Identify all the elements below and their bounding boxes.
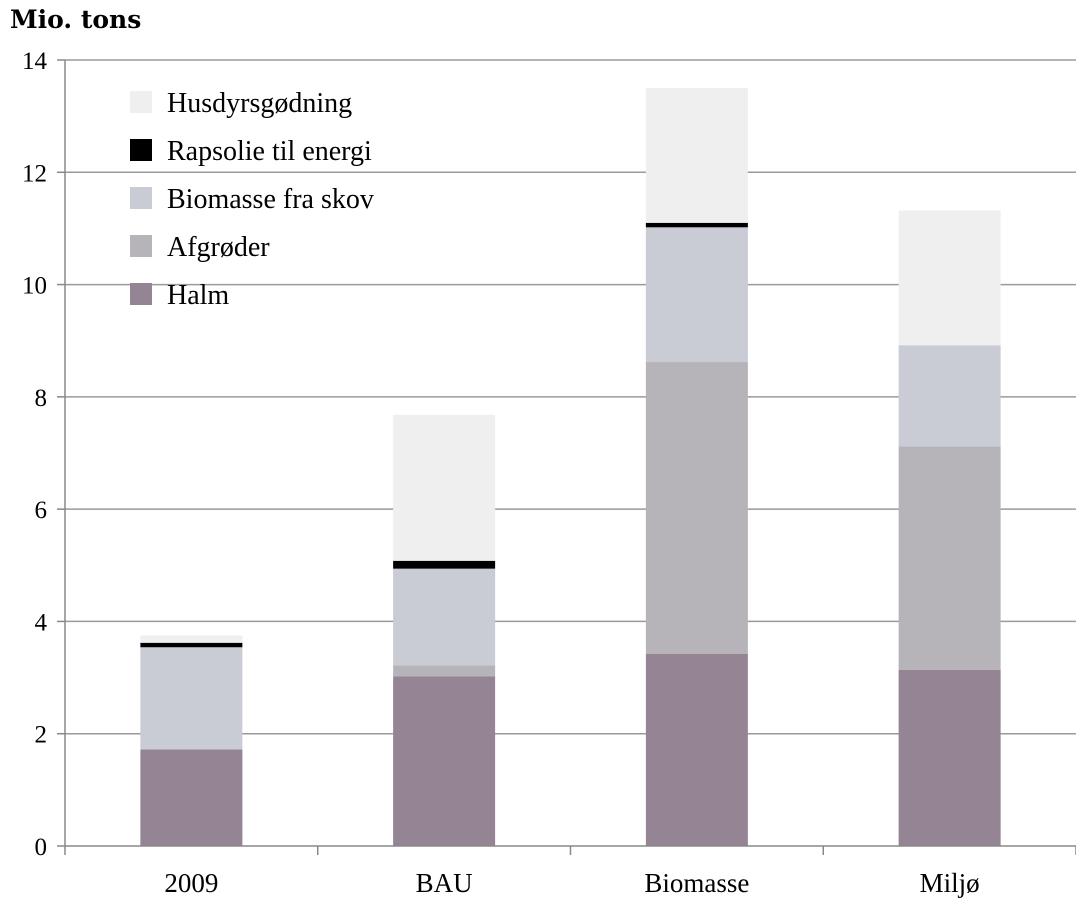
gridlines — [65, 59, 1076, 735]
x-category-label: Biomasse — [644, 868, 749, 898]
bar-segment-biomasse-fra-skov-1 — [393, 568, 496, 666]
x-category-label: 2009 — [164, 868, 218, 898]
bar-segment-husdyrsg-dning-3 — [898, 210, 1001, 346]
bar-segment-biomasse-fra-skov-2 — [645, 227, 748, 363]
legend-label: Halm — [167, 280, 229, 311]
bar-segment-afgr-der-2 — [645, 362, 748, 654]
bar-segment-biomasse-fra-skov-3 — [898, 345, 1001, 447]
bar-segment-husdyrsg-dning-1 — [393, 414, 496, 561]
y-tick-label: 12 — [22, 160, 47, 187]
legend-swatch — [130, 139, 152, 161]
legend: Husdyrsgødning Rapsolie til energi Biomass… — [130, 88, 374, 311]
legend-label: Biomasse fra skov — [167, 184, 374, 215]
legend-swatch — [130, 187, 152, 209]
bar-segment-rapsolie-til-energi-0 — [140, 642, 243, 648]
legend-label: Afgrøder — [167, 232, 270, 263]
x-category-label: Miljø — [920, 868, 980, 898]
bar-segment-afgr-der-1 — [393, 665, 496, 677]
bar-segment-halm-2 — [645, 653, 748, 846]
bar-segment-halm-3 — [898, 669, 1001, 846]
y-tick-label: 10 — [22, 273, 47, 300]
legend-swatch — [130, 283, 152, 305]
legend-swatch — [130, 91, 152, 113]
bar-segment-afgr-der-3 — [898, 446, 1001, 670]
bar-segment-rapsolie-til-energi-1 — [393, 560, 496, 569]
bar-segment-biomasse-fra-skov-0 — [140, 647, 243, 750]
y-tick-label: 0 — [35, 834, 48, 861]
bar-segment-husdyrsg-dning-0 — [140, 635, 243, 643]
legend-label: Husdyrsgødning — [167, 88, 352, 119]
legend-label: Rapsolie til energi — [167, 136, 372, 167]
bar-segment-halm-1 — [393, 676, 496, 846]
bars — [140, 88, 1001, 846]
y-ticks: 0 2 4 6 8 10 12 14 — [22, 48, 65, 861]
y-axis-title: Mio. tons — [10, 5, 141, 34]
x-category-label: BAU — [416, 868, 473, 898]
bar-segment-halm-0 — [140, 749, 243, 846]
bar-segment-rapsolie-til-energi-2 — [645, 222, 748, 228]
y-tick-label: 2 — [35, 722, 48, 749]
y-tick-label: 8 — [35, 385, 48, 412]
x-ticks: 2009 BAU Biomasse Miljø — [64, 846, 1076, 898]
bar-segment-husdyrsg-dning-2 — [645, 88, 748, 223]
y-tick-label: 14 — [22, 48, 48, 75]
y-tick-label: 6 — [35, 497, 48, 524]
y-tick-label: 4 — [35, 609, 48, 636]
legend-swatch — [130, 235, 152, 257]
